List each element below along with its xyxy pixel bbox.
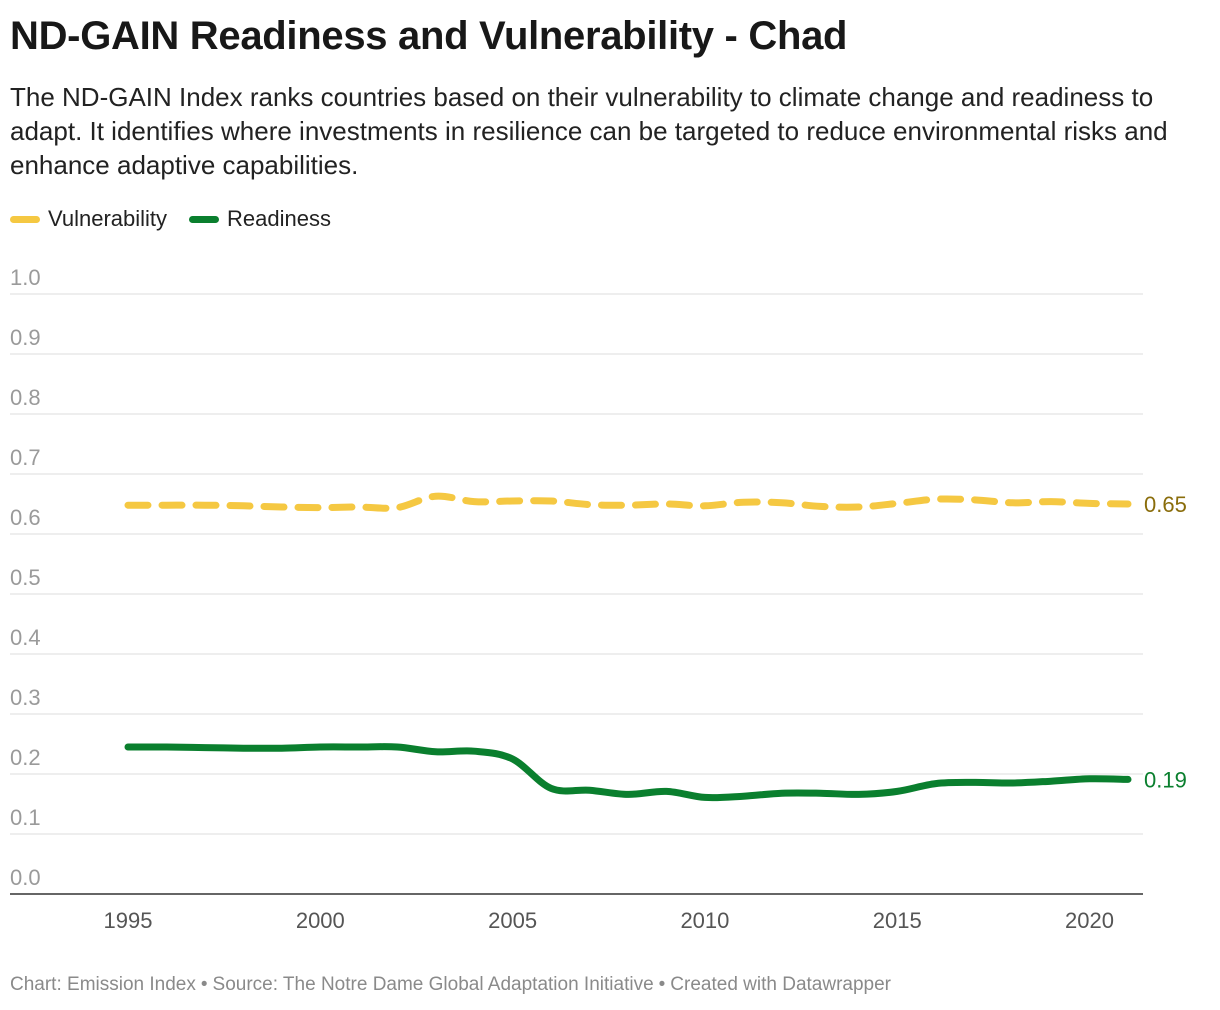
data-point-vulnerability [434,494,438,498]
data-point-readiness [1126,777,1130,781]
y-tick-label: 0.1 [10,805,41,830]
footer-separator: • [200,974,208,995]
data-point-readiness [1011,781,1015,785]
x-tick-label: 2000 [296,908,345,933]
data-point-readiness [665,789,669,793]
data-point-readiness [241,746,245,750]
chart-footer: Chart: Emission Index • Source: The Notre … [10,974,891,996]
line-chart: 0.0 0.1 0.2 0.3 0.4 0.5 0.6 0.7 0.8 0.9 1.0 1995 200… [10,265,1187,933]
legend-label-vulnerability: Vulnerability [48,206,168,231]
y-tick-label: 0.2 [10,745,41,770]
data-point-readiness [895,789,899,793]
x-tick-label: 2020 [1065,908,1114,933]
data-point-readiness [741,794,745,798]
data-point-readiness [588,788,592,792]
data-point-vulnerability [395,506,399,510]
data-point-vulnerability [665,502,669,506]
data-point-vulnerability [895,501,899,505]
data-point-vulnerability [818,504,822,508]
data-point-readiness [818,791,822,795]
data-point-vulnerability [165,503,169,507]
y-tick-label: 0.9 [10,325,41,350]
data-point-vulnerability [780,501,784,505]
chart-title: ND-GAIN Readiness and Vulnerability - Ch… [10,14,848,58]
data-point-readiness [395,745,399,749]
end-label-vulnerability: 0.65 [1144,492,1187,517]
legend-swatch-vulnerability [10,215,40,223]
data-point-readiness [972,780,976,784]
chart-subtitle: The ND-GAIN Index ranks countries based … [10,82,1168,180]
data-point-readiness [703,795,707,799]
y-tick-label: 0.8 [10,385,41,410]
y-tick-label: 0.5 [10,565,41,590]
data-point-vulnerability [472,500,476,504]
data-point-readiness [780,791,784,795]
footer-credit: Chart: Emission Index [10,974,196,995]
data-point-vulnerability [549,499,553,503]
y-tick-label: 0.7 [10,445,41,470]
data-point-vulnerability [203,503,207,507]
data-point-vulnerability [934,497,938,501]
data-point-readiness [511,757,515,761]
data-point-readiness [626,792,630,796]
data-point-readiness [549,786,553,790]
data-point-readiness [280,746,284,750]
data-point-vulnerability [857,505,861,509]
data-point-readiness [1088,777,1092,781]
data-point-vulnerability [703,504,707,508]
data-point-vulnerability [511,499,515,503]
series-line-readiness [124,743,1132,802]
x-tick-label: 2015 [873,908,922,933]
y-tick-label: 0.3 [10,685,41,710]
data-point-vulnerability [1088,501,1092,505]
x-tick-label: 2005 [488,908,537,933]
data-point-readiness [318,745,322,749]
data-point-vulnerability [588,503,592,507]
data-point-vulnerability [1126,502,1130,506]
legend-item-readiness[interactable]: Readiness [189,206,331,232]
data-point-vulnerability [357,505,361,509]
data-point-vulnerability [626,503,630,507]
end-label-readiness: 0.19 [1144,767,1187,792]
data-point-readiness [1049,779,1053,783]
data-point-readiness [857,792,861,796]
data-point-vulnerability [241,504,245,508]
series-line-vulnerability [124,492,1132,512]
y-tick-label: 0.0 [10,865,41,890]
data-point-readiness [126,745,130,749]
y-tick-label: 1.0 [10,265,41,290]
data-point-vulnerability [318,506,322,510]
data-point-vulnerability [1011,501,1015,505]
x-tick-label: 1995 [104,908,153,933]
data-point-vulnerability [741,500,745,504]
footer-separator: • [658,974,666,995]
data-point-readiness [934,782,938,786]
footer-created-with: Created with Datawrapper [670,974,892,995]
data-point-readiness [165,745,169,749]
legend-swatch-readiness [189,215,220,223]
x-tick-label: 2010 [680,908,729,933]
y-tick-label: 0.6 [10,505,41,530]
data-point-vulnerability [280,505,284,509]
legend-label-readiness: Readiness [227,206,331,231]
data-point-readiness [357,745,361,749]
data-point-vulnerability [126,503,130,507]
data-point-readiness [472,749,476,753]
data-point-readiness [203,746,207,750]
y-tick-label: 0.4 [10,625,41,650]
legend-item-vulnerability[interactable]: Vulnerability [10,206,167,232]
data-point-vulnerability [1049,500,1053,504]
data-point-vulnerability [972,498,976,502]
data-point-readiness [434,750,438,754]
footer-source: Source: The Notre Dame Global Adaptation… [212,974,654,995]
legend: Vulnerability Readiness [10,206,353,232]
